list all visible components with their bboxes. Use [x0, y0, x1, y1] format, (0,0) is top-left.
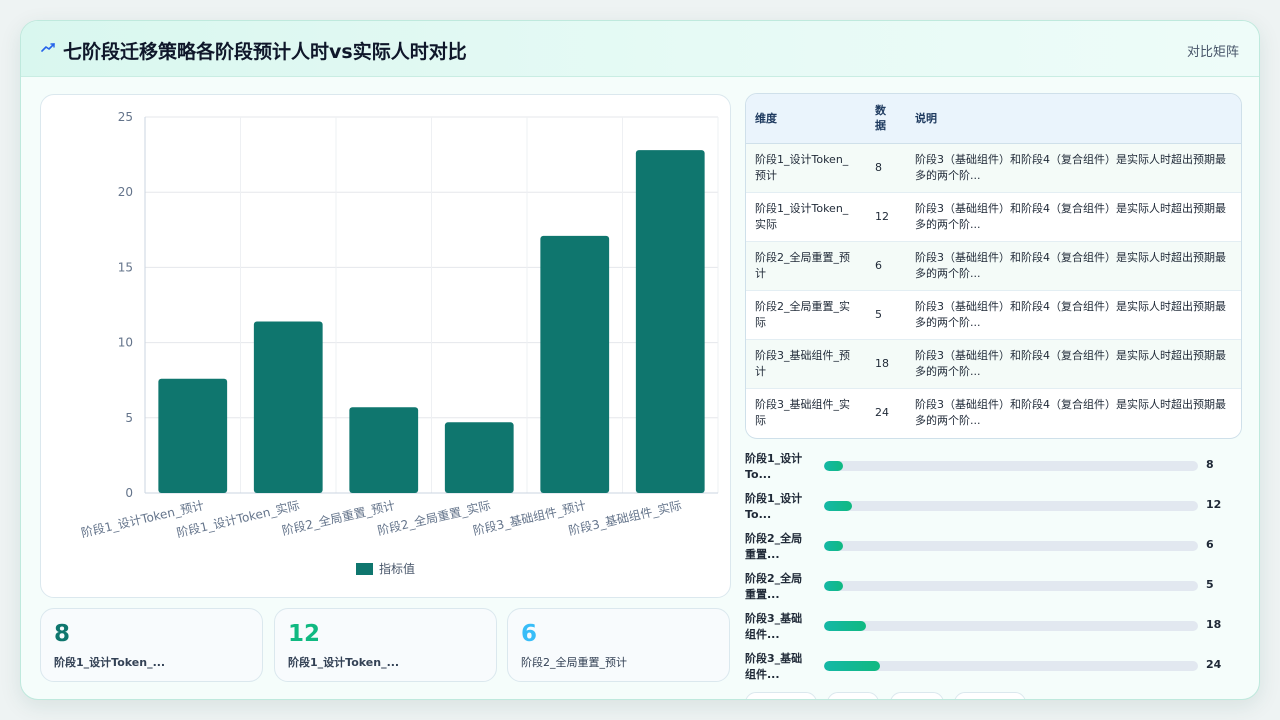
progress-value: 12: [1206, 498, 1222, 511]
bar: [540, 235, 610, 494]
table-cell: 12: [866, 192, 906, 242]
progress-track: [824, 581, 1198, 591]
progress-row: 阶段1_设计To... 12: [745, 491, 1245, 525]
bar-chart: 0510152025阶段1_设计Token_预计阶段1_设计Token_实际阶段…: [79, 110, 719, 576]
table-cell: 阶段3（基础组件）和阶段4（复合组件）是实际人时超出预期最多的两个阶...: [915, 397, 1226, 427]
table-cell: 阶段3（基础组件）和阶段4（复合组件）是实际人时超出预期最多的两个阶...: [906, 290, 1241, 340]
y-tick-label: 10: [118, 336, 133, 350]
bar: [158, 378, 228, 493]
table-cell: 5: [866, 290, 906, 340]
progress-label: 阶段3_基础组件...: [745, 612, 803, 641]
progress-fill: [824, 581, 843, 591]
table-cell: 阶段3（基础组件）和阶段4（复合组件）是实际人时超出预期最多的两个阶...: [906, 143, 1241, 193]
kpi-label: 阶段1_设计Token_...: [288, 656, 400, 669]
page-title: 七阶段迁移策略各阶段预计人时vs实际人时对比: [63, 41, 467, 63]
table-cell: 阶段2_全局重置_预计: [746, 241, 866, 291]
table-cell: 阶段3（基础组件）和阶段4（复合组件）是实际人时超出预期最多的两个阶...: [906, 241, 1241, 291]
view-mode-label[interactable]: 对比矩阵: [1186, 45, 1239, 60]
progress-fill: [824, 621, 867, 631]
progress-label: 阶段1_设计To...: [745, 492, 803, 521]
progress-row: 阶段3_基础组件... 18: [745, 611, 1245, 645]
header-bar: 七阶段迁移策略各阶段预计人时vs实际人时对比 对比矩阵: [21, 21, 1259, 77]
table-header-row: 维度 数据 说明: [746, 94, 1241, 144]
kpi-label: 阶段2_全局重置_预计: [521, 656, 627, 669]
progress-track: [824, 461, 1198, 471]
tag-chip[interactable]: [954, 692, 1026, 699]
column-header: 说明: [906, 94, 1241, 144]
progress-row: 阶段2_全局重置... 5: [745, 571, 1245, 605]
table-cell: 6: [866, 241, 906, 291]
table-cell: 阶段1_设计Token_实际: [746, 192, 866, 242]
column-header: 数据: [866, 94, 906, 144]
legend-swatch: [356, 563, 373, 575]
y-tick-label: 15: [118, 260, 133, 274]
table-row: 阶段2_全局重置_预计 6 阶段3（基础组件）和阶段4（复合组件）是实际人时超出…: [746, 241, 1241, 291]
table-cell: 阶段2_全局重置_实际: [746, 290, 866, 340]
kpi-label: 阶段1_设计Token_...: [54, 656, 166, 669]
table-cell: 18: [866, 339, 906, 389]
table-cell: 阶段3_基础组件_预计: [746, 339, 866, 389]
progress-label: 阶段2_全局重置...: [745, 572, 803, 601]
bar-chart-card: 0 5 10 15 20 25 阶段1_设计Token_预计 阶段1_设计Token_实际 阶段…: [40, 94, 731, 598]
table-cell: 阶段3（基础组件）和阶段4（复合组件）是实际人时超出预期最多的两个阶...: [906, 339, 1241, 389]
progress-row: 阶段2_全局重置... 6: [745, 531, 1245, 565]
progress-fill: [824, 501, 853, 511]
progress-track: [824, 621, 1198, 631]
column-header: 维度: [746, 94, 866, 144]
progress-track: [824, 661, 1198, 671]
chart-line-icon: [41, 43, 55, 52]
bar: [253, 321, 323, 493]
progress-row: 阶段1_设计To... 8: [745, 451, 1245, 485]
data-table: 维度 数据 说明 阶段1_设计Token_预计 8 阶段3（基础组件）和阶段4（…: [746, 94, 1241, 437]
legend-label: 指标值: [379, 561, 415, 576]
progress-label: 阶段3_基础组件...: [745, 652, 803, 681]
progress-value: 18: [1206, 618, 1222, 631]
kpi-value: 12: [288, 621, 321, 647]
table-cell: 阶段1_设计Token_预计: [746, 143, 866, 193]
tag-chip[interactable]: [745, 692, 817, 699]
kpi-card-2: 12 阶段1_设计Token_...: [274, 608, 497, 682]
data-table-card: 维度 数据 说明 阶段1_设计Token_预计 8 阶段3（基础组件）和阶段4（…: [745, 93, 1242, 439]
tag-chip[interactable]: [827, 692, 879, 699]
table-row: 阶段1_设计Token_预计 8 阶段3（基础组件）和阶段4（复合组件）是实际人…: [746, 143, 1241, 193]
table-row: 阶段2_全局重置_实际 5 阶段3（基础组件）和阶段4（复合组件）是实际人时超出…: [746, 290, 1241, 340]
progress-label: 阶段1_设计To...: [745, 452, 803, 481]
progress-fill: [824, 661, 881, 671]
progress-value: 24: [1206, 658, 1222, 671]
y-tick-label: 25: [118, 110, 133, 124]
progress-fill: [824, 461, 843, 471]
bar: [635, 150, 705, 493]
table-row: 阶段1_设计Token_实际 12 阶段3（基础组件）和阶段4（复合组件）是实际…: [746, 192, 1241, 242]
progress-row: 阶段3_基础组件... 24: [745, 651, 1245, 685]
bar: [444, 422, 514, 493]
kpi-value: 6: [521, 621, 538, 647]
table-cell: 阶段3_基础组件_实际: [755, 397, 850, 427]
progress-value: 5: [1206, 578, 1214, 591]
tag-chip[interactable]: [890, 692, 944, 699]
progress-value: 8: [1206, 458, 1214, 471]
bar: [349, 407, 419, 493]
y-tick-label: 20: [118, 185, 133, 199]
table-cell: 24: [875, 405, 889, 419]
table-cell: 阶段3（基础组件）和阶段4（复合组件）是实际人时超出预期最多的两个阶...: [906, 192, 1241, 242]
progress-track: [824, 541, 1198, 551]
table-cell: 8: [866, 143, 906, 193]
table-row: 阶段3_基础组件_实际 24 阶段3（基础组件）和阶段4（复合组件）是实际人时超…: [746, 388, 1241, 437]
progress-value: 6: [1206, 538, 1214, 551]
y-tick-label: 5: [125, 411, 133, 425]
table-row: 阶段3_基础组件_预计 18 阶段3（基础组件）和阶段4（复合组件）是实际人时超…: [746, 339, 1241, 389]
progress-fill: [824, 541, 843, 551]
dashboard-frame: 七阶段迁移策略各阶段预计人时vs实际人时对比 对比矩阵 0 5 10 15 20 25 阶段…: [20, 20, 1260, 700]
y-tick-label: 0: [125, 486, 133, 500]
kpi-card-1: 8 阶段1_设计Token_...: [40, 608, 263, 682]
progress-track: [824, 501, 1198, 511]
kpi-value: 8: [54, 621, 71, 647]
kpi-card-3: 6 阶段2_全局重置_预计: [507, 608, 730, 682]
progress-label: 阶段2_全局重置...: [745, 532, 803, 561]
